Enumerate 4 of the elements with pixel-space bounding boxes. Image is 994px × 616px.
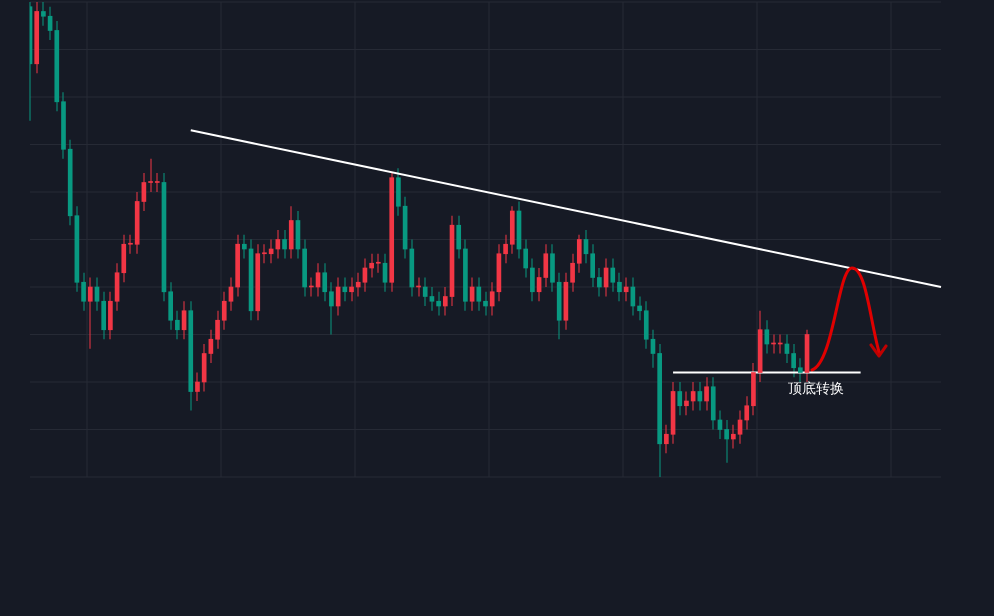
candlestick: [262, 244, 267, 264]
annotation: 顶底转换: [788, 380, 844, 398]
candlestick: [148, 158, 153, 192]
candlestick: [128, 234, 133, 254]
